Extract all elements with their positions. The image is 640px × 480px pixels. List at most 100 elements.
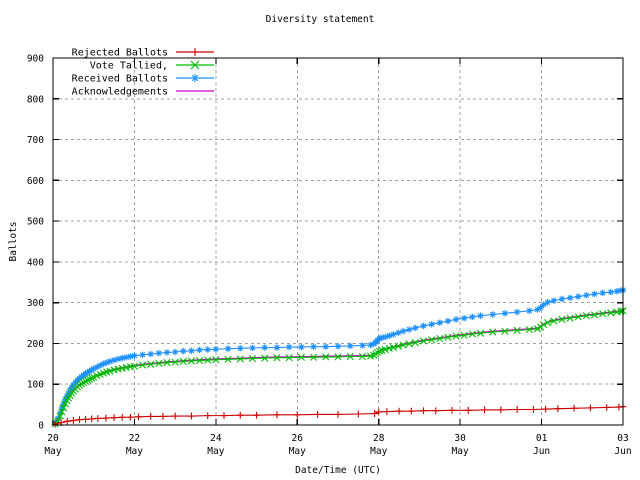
- marker-cross: [59, 404, 68, 412]
- marker-star: [575, 293, 582, 300]
- marker-star: [66, 386, 74, 394]
- marker-star: [347, 342, 354, 350]
- marker-plus: [147, 413, 155, 420]
- marker-star: [82, 370, 89, 377]
- marker-star: [386, 332, 393, 339]
- x-tick-label-month: May: [289, 446, 306, 457]
- marker-star: [599, 289, 606, 297]
- marker-star: [613, 288, 621, 295]
- marker-plus: [69, 417, 77, 424]
- marker-cross: [322, 353, 330, 361]
- marker-cross: [370, 351, 378, 359]
- legend-item: Received Ballots: [72, 74, 214, 85]
- marker-plus: [481, 406, 488, 414]
- marker-plus: [273, 411, 281, 419]
- marker-plus: [395, 407, 403, 415]
- marker-cross: [599, 310, 607, 318]
- vertical-gridlines: [133, 58, 543, 425]
- marker-cross: [130, 362, 139, 370]
- marker-star: [93, 363, 101, 371]
- marker-cross: [285, 354, 293, 362]
- y-tick-label: 900: [27, 54, 44, 65]
- marker-star: [60, 400, 67, 407]
- marker-plus: [63, 417, 71, 425]
- legend-item: Acknowledgements: [72, 87, 214, 98]
- marker-star: [359, 342, 366, 349]
- marker-star: [188, 347, 195, 354]
- marker-star: [180, 347, 187, 355]
- marker-plus: [513, 406, 521, 413]
- marker-plus: [82, 415, 89, 423]
- marker-cross: [358, 352, 367, 361]
- marker-cross: [248, 354, 257, 363]
- marker-star: [97, 362, 104, 369]
- marker-plus: [375, 408, 383, 416]
- marker-plus: [314, 410, 322, 418]
- marker-cross: [212, 356, 220, 364]
- marker-cross: [187, 357, 196, 365]
- marker-star: [212, 345, 220, 353]
- marker-cross: [84, 376, 92, 384]
- series-rejected-ballots: [51, 403, 627, 428]
- marker-star: [376, 335, 383, 342]
- legend-label: Rejected Ballots: [72, 48, 168, 59]
- marker-cross: [460, 331, 468, 339]
- marker-star: [147, 350, 154, 358]
- marker-star: [395, 329, 402, 337]
- marker-star: [127, 353, 134, 360]
- marker-cross: [513, 326, 521, 334]
- marker-cross: [204, 356, 212, 364]
- marker-star: [273, 344, 281, 351]
- marker-plus: [334, 410, 342, 418]
- marker-plus: [603, 404, 611, 411]
- marker-star: [583, 292, 590, 299]
- marker-star: [469, 313, 476, 321]
- marker-star: [501, 310, 509, 317]
- marker-cross: [381, 345, 389, 354]
- axis-lines: [52, 57, 624, 426]
- marker-cross: [544, 319, 552, 327]
- marker-star: [114, 355, 122, 363]
- marker-plus: [407, 407, 415, 415]
- marker-cross: [155, 359, 163, 368]
- marker-cross: [444, 333, 452, 341]
- marker-cross: [195, 356, 204, 365]
- marker-cross: [81, 377, 90, 385]
- marker-star: [103, 359, 110, 366]
- marker-star: [237, 345, 244, 352]
- marker-plus: [118, 413, 126, 421]
- marker-plus: [126, 413, 134, 421]
- marker-star: [461, 314, 468, 322]
- marker-cross: [86, 375, 94, 383]
- marker-star: [412, 324, 419, 332]
- x-tick-label-day: 20: [47, 433, 59, 444]
- series-vote-tallied: [51, 307, 627, 428]
- x-tick-label-month: Jun: [533, 446, 550, 457]
- marker-cross: [190, 60, 200, 70]
- y-axis-ticks: 0 100 200 300 400 500 600 700 800 900: [27, 54, 623, 432]
- marker-plus: [171, 412, 179, 420]
- marker-plus: [371, 410, 379, 417]
- legend-label: Received Ballots: [72, 74, 168, 85]
- marker-cross: [550, 317, 558, 325]
- legend-label: Acknowledgements: [72, 87, 168, 98]
- marker-star: [106, 358, 114, 365]
- marker-star: [428, 321, 435, 328]
- marker-star: [436, 319, 443, 326]
- marker-plus: [448, 406, 456, 414]
- marker-star: [607, 288, 614, 296]
- marker-star: [285, 343, 293, 351]
- marker-cross: [138, 361, 147, 369]
- y-tick-label: 100: [27, 380, 44, 391]
- marker-cross: [88, 374, 96, 382]
- marker-plus: [102, 414, 110, 422]
- marker-cross: [79, 379, 88, 387]
- marker-star: [84, 369, 91, 376]
- y-tick-label: 600: [27, 176, 44, 187]
- marker-plus: [94, 415, 102, 422]
- marker-star: [110, 356, 118, 364]
- x-axis-ticks: 20 May 22 May 24 May 26 May 28 May 30 May 01 Jun 03 Jun: [44, 58, 632, 457]
- marker-plus: [204, 412, 212, 420]
- marker-star: [123, 354, 130, 361]
